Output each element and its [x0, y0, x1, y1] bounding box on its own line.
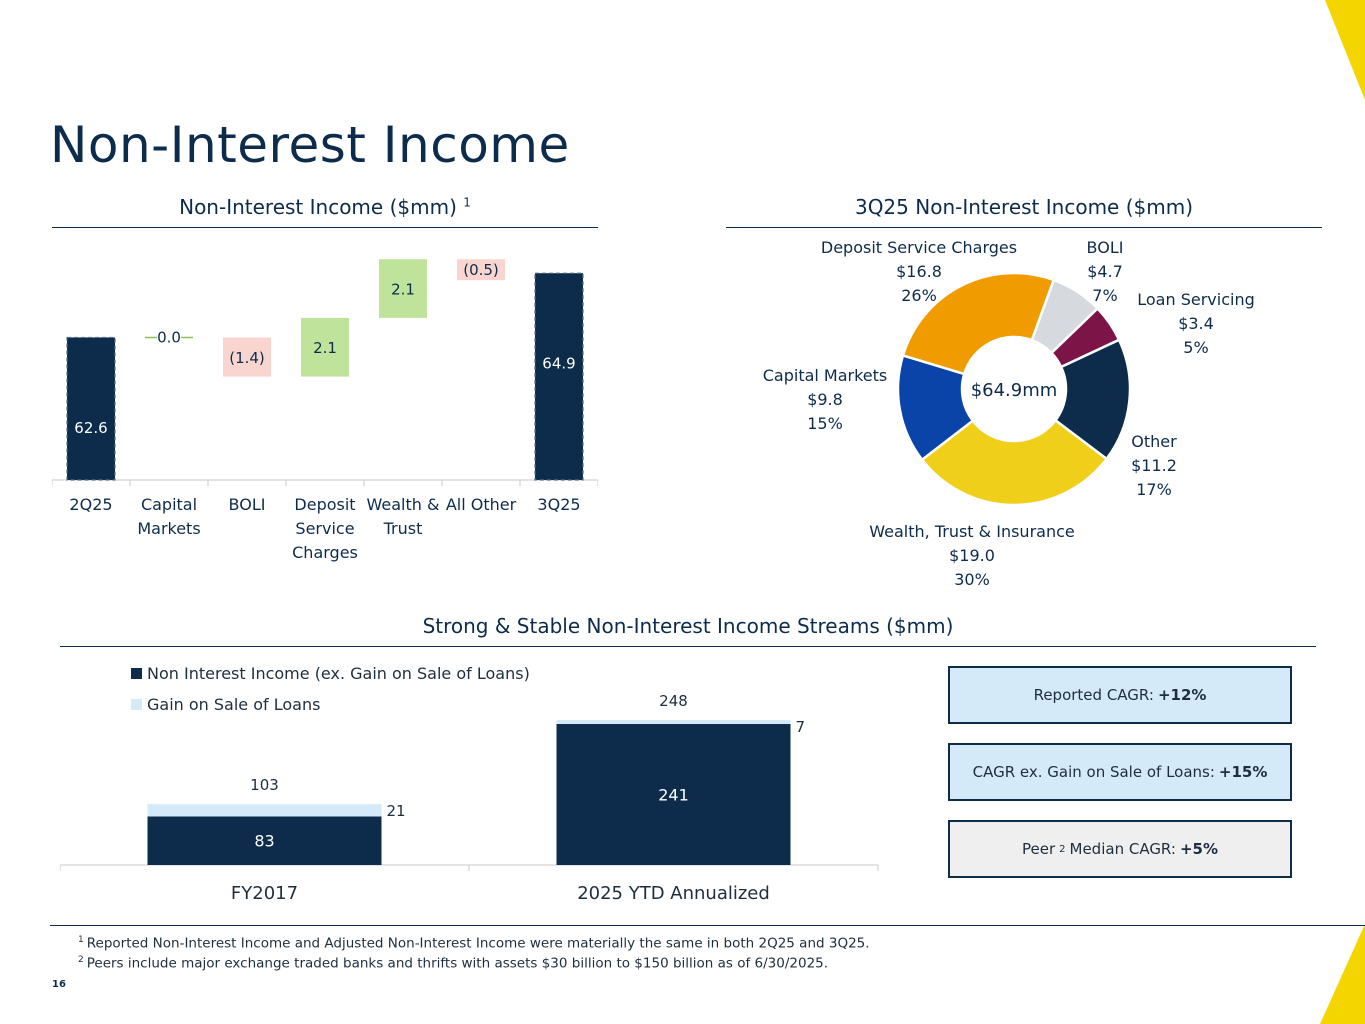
reported-cagr-label: Reported CAGR: — [1033, 686, 1154, 704]
streams-legend-label: Gain on Sale of Loans — [147, 695, 320, 714]
donut-slice-label: $19.0 — [949, 546, 995, 565]
corner-accent-bottom — [1320, 924, 1365, 1024]
peer-cagr-value: +5% — [1179, 840, 1218, 858]
donut-slice-label: 26% — [901, 286, 937, 305]
streams-gain-value: 21 — [387, 802, 406, 820]
donut-slice-label: $16.8 — [896, 262, 942, 281]
page-title: Non-Interest Income — [50, 116, 570, 174]
donut-slice-label: BOLI — [1087, 238, 1124, 257]
streams-legend-swatch — [131, 668, 142, 679]
streams-bar-base — [147, 816, 382, 865]
donut-slice-label: 5% — [1183, 338, 1208, 357]
donut-slice-label: $3.4 — [1178, 314, 1214, 333]
waterfall-category-label: Deposit — [294, 495, 355, 514]
footnote-2: 2 Peers include major exchange traded ban… — [78, 955, 828, 972]
ex-gain-cagr-box: CAGR ex. Gain on Sale of Loans: +15% — [948, 743, 1292, 801]
waterfall-category-label: Trust — [383, 519, 423, 538]
streams-legend-swatch — [131, 699, 142, 710]
waterfall-label-bg — [157, 329, 181, 346]
ex-gain-cagr-value: +15% — [1218, 763, 1268, 781]
donut-slice-label: Other — [1131, 432, 1177, 451]
waterfall-bar — [301, 317, 349, 377]
donut-slice — [901, 271, 1056, 376]
streams-total-value: 103 — [250, 776, 279, 794]
waterfall-bar — [379, 259, 427, 318]
streams-category-label: 2025 YTD Annualized — [577, 883, 770, 904]
streams-bar-base — [556, 724, 791, 865]
waterfall-category-label: Service — [295, 519, 354, 538]
peer-cagr-box: Peer 2 Median CAGR: +5% — [948, 820, 1292, 878]
donut-slice-label: Deposit Service Charges — [821, 238, 1017, 257]
donut-slice-label: 30% — [954, 570, 990, 589]
waterfall-category-label: 3Q25 — [537, 495, 580, 514]
streams-chart: 83 21 103 FY2017 241 7 248 2025 YTD Annualized N… — [60, 664, 879, 904]
waterfall-bar — [66, 336, 116, 481]
waterfall-bar — [534, 272, 584, 481]
waterfall-category-label: Markets — [137, 519, 200, 538]
streams-base-value: 241 — [658, 786, 689, 805]
streams-bar-gain — [147, 804, 382, 817]
waterfall-category-label: 2Q25 — [69, 495, 112, 514]
donut-slice-label: 15% — [807, 414, 843, 433]
streams-base-value: 83 — [254, 832, 274, 851]
waterfall-chart: 62.6 2Q25 0.0 Capital Markets (1.4) BOLI 2.1 Dep… — [52, 259, 598, 562]
footnote-2-mark: 2 — [78, 955, 84, 965]
waterfall-value-label: (1.4) — [229, 349, 265, 367]
reported-cagr-box: Reported CAGR: +12% — [948, 666, 1292, 724]
donut-slice-label: Loan Servicing — [1137, 290, 1254, 309]
waterfall-label-bg — [457, 260, 505, 281]
waterfall-bar — [223, 337, 271, 377]
waterfall-heading-text: Non-Interest Income ($mm) — [179, 195, 457, 219]
donut-chart: $64.9mm BOLI $4.7 7% Loan Servicing $3.4 5% Oth… — [763, 238, 1255, 589]
waterfall-category-label: Charges — [292, 543, 358, 562]
waterfall-value-label: (0.5) — [463, 261, 499, 279]
waterfall-value-label: 64.9 — [542, 355, 575, 373]
ex-gain-cagr-label: CAGR ex. Gain on Sale of Loans: — [972, 763, 1215, 781]
donut-slice-label: $9.8 — [807, 390, 843, 409]
donut-slice-label: Capital Markets — [763, 366, 888, 385]
waterfall-value-label: 62.6 — [74, 419, 107, 437]
streams-category-label: FY2017 — [231, 883, 298, 904]
footnote-1-mark: 1 — [78, 935, 84, 945]
footer-rule — [50, 925, 1365, 926]
reported-cagr-value: +12% — [1157, 686, 1207, 704]
waterfall-value-label: 0.0 — [157, 328, 181, 346]
waterfall-category-label: BOLI — [229, 495, 266, 514]
streams-heading: Strong & Stable Non-Interest Income Stre… — [60, 614, 1316, 647]
footnote-2-text: Peers include major exchange traded bank… — [86, 955, 829, 972]
waterfall-value-label: 2.1 — [391, 281, 415, 299]
peer-cagr-footnote: 2 — [1059, 843, 1066, 855]
donut-slice — [920, 418, 1109, 507]
donut-slice-label: Wealth, Trust & Insurance — [869, 522, 1074, 541]
waterfall-category-label: All Other — [446, 495, 517, 514]
streams-gain-value: 7 — [796, 718, 806, 736]
donut-slice-label: $11.2 — [1131, 456, 1177, 475]
donut-slice-label: $4.7 — [1087, 262, 1123, 281]
donut-heading: 3Q25 Non-Interest Income ($mm) — [726, 195, 1322, 228]
donut-slice-label: 7% — [1092, 286, 1117, 305]
waterfall-value-label: 2.1 — [313, 339, 337, 357]
page-number: 16 — [52, 979, 66, 990]
streams-legend-label: Non Interest Income (ex. Gain on Sale of… — [147, 664, 530, 683]
waterfall-heading-footnote: 1 — [463, 195, 471, 210]
streams-total-value: 248 — [659, 692, 688, 710]
peer-cagr-label-post: Median CAGR: — [1069, 840, 1176, 858]
streams-bar-gain — [556, 719, 791, 725]
footnote-1-text: Reported Non-Interest Income and Adjuste… — [86, 935, 870, 952]
donut-slice-label: 17% — [1136, 480, 1172, 499]
waterfall-category-label: Wealth & — [367, 495, 440, 514]
donut-center-label: $64.9mm — [971, 380, 1058, 401]
peer-cagr-label-pre: Peer — [1022, 840, 1056, 858]
waterfall-category-label: Capital — [141, 495, 197, 514]
footnote-1: 1 Reported Non-Interest Income and Adjust… — [78, 935, 870, 952]
donut-slice — [1053, 338, 1132, 461]
corner-accent-top — [1325, 0, 1365, 100]
waterfall-heading: Non-Interest Income ($mm) 1 — [52, 195, 598, 228]
